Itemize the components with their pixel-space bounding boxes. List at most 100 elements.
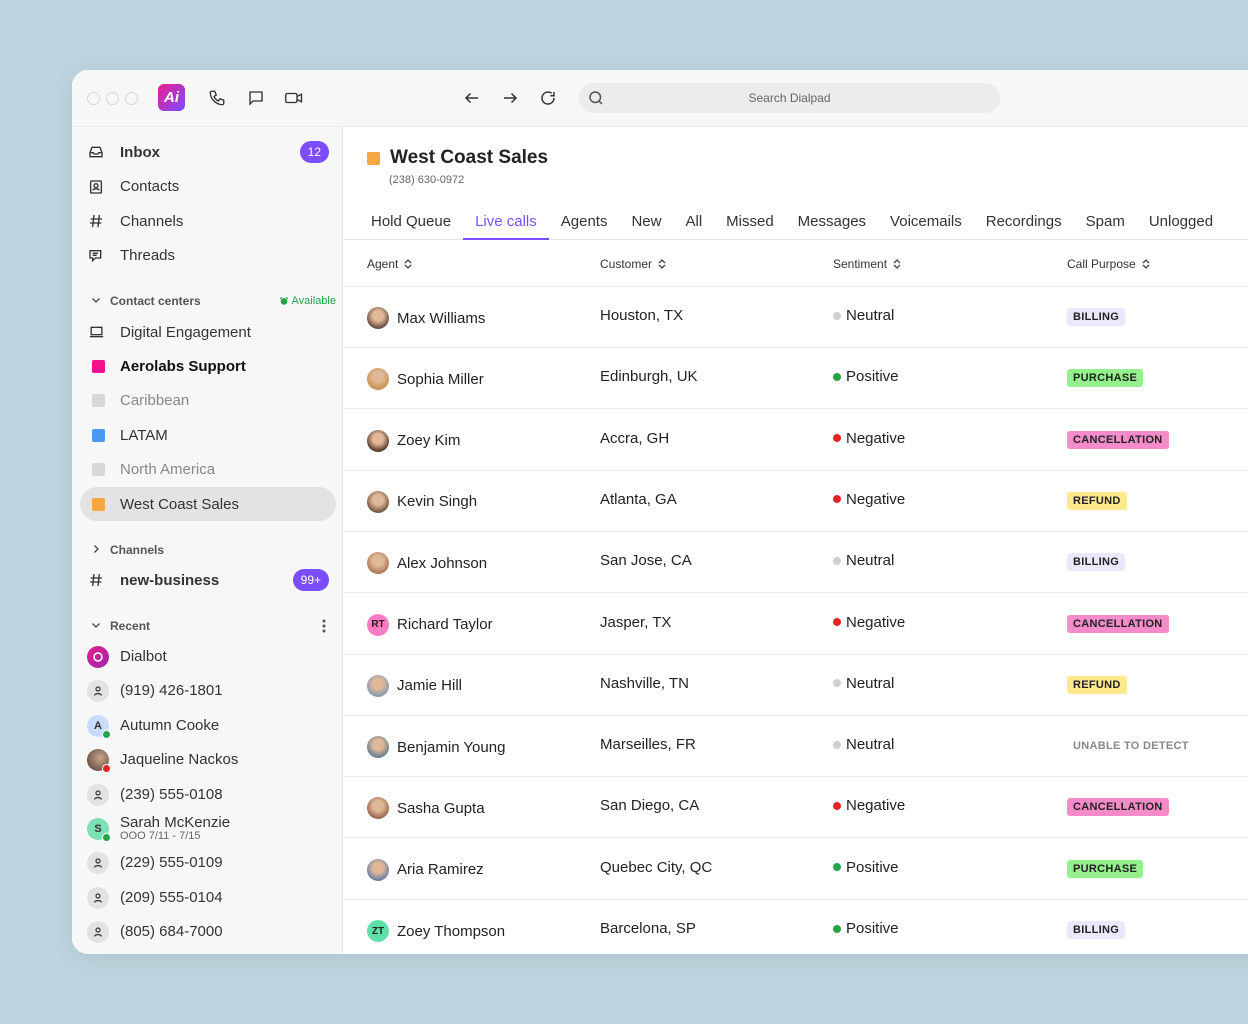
channels-header[interactable]: Channels <box>80 540 336 560</box>
purpose-badge: CANCELLATION <box>1067 430 1169 449</box>
recent-item[interactable]: Jaqueline Nackos <box>80 743 336 777</box>
recent-item[interactable]: Dialbot <box>80 640 336 674</box>
column-label: Agent <box>367 257 399 271</box>
chat-icon[interactable] <box>245 87 267 109</box>
color-square <box>92 359 105 373</box>
forward-arrow-icon[interactable] <box>499 87 521 109</box>
recent-label-group: Dialbot <box>120 649 167 664</box>
table-row[interactable]: RT Richard Taylor Jasper, TX Negative CANCEL… <box>344 594 1248 655</box>
tab-unlogged[interactable]: Unlogged <box>1148 213 1214 230</box>
recent-item[interactable]: (229) 555-0109 <box>80 846 336 880</box>
sidebar-item-channels[interactable]: Channels <box>80 204 336 238</box>
table-row[interactable]: ZT Zoey Thompson Barcelona, SP Positive BILL… <box>344 900 1248 954</box>
table-row[interactable]: Sophia Miller Edinburgh, UK Positive PURCHA… <box>344 348 1248 410</box>
sentiment-dot-icon <box>833 801 841 810</box>
customer-location: Atlanta, GA <box>600 490 677 508</box>
tab-new[interactable]: New <box>631 213 662 230</box>
table-row[interactable]: Alex Johnson San Jose, CA Neutral BILLING <box>344 532 1248 594</box>
recent-item[interactable]: (805) 684-7000 <box>80 915 336 949</box>
recent-item[interactable]: S Sarah McKenzie OOO 7/11 - 7/15 <box>80 812 336 846</box>
back-arrow-icon[interactable] <box>461 87 483 109</box>
sentiment-dot-icon <box>833 372 841 381</box>
inbox-icon <box>88 144 118 160</box>
table-row[interactable]: Zoey Kim Accra, GH Negative CANCELLATION <box>344 410 1248 471</box>
phone-icon[interactable] <box>206 87 228 109</box>
tab-spam[interactable]: Spam <box>1085 213 1125 230</box>
column-header-sentiment[interactable]: Sentiment <box>833 257 901 271</box>
search-input[interactable]: Search Dialpad <box>579 83 1000 113</box>
contact-centers-header[interactable]: Contact centers Available <box>80 291 336 311</box>
contact-center-item[interactable]: Aerolabs Support <box>80 349 336 383</box>
agent-name: Kevin Singh <box>397 493 478 511</box>
recent-item[interactable]: (209) 555-0104 <box>80 881 336 915</box>
tab-messages[interactable]: Messages <box>797 213 867 230</box>
refresh-icon[interactable] <box>537 87 559 109</box>
tab-missed[interactable]: Missed <box>726 213 774 230</box>
contact-center-item[interactable]: LATAM <box>80 418 336 452</box>
recent-label-group: Jaqueline Nackos <box>120 752 238 767</box>
sidebar-item-contacts[interactable]: Contacts <box>80 170 336 204</box>
sentiment-dot-icon <box>833 618 841 626</box>
purpose-cell: CANCELLATION <box>1067 798 1169 817</box>
contact-center-item[interactable]: Digital Engagement <box>80 315 336 349</box>
column-header-agent[interactable]: Agent <box>367 257 412 271</box>
agent-avatar <box>367 797 389 820</box>
sidebar-item-threads[interactable]: Threads <box>80 239 336 273</box>
tab-all[interactable]: All <box>685 213 703 230</box>
recent-label-group: (239) 555-0108 <box>120 787 223 802</box>
agent-name: Max Williams <box>397 309 486 327</box>
avatar-initials: RT <box>371 619 385 630</box>
purpose-badge: REFUND <box>1067 491 1127 510</box>
presence-indicator <box>102 833 111 842</box>
avatar-initials: ZT <box>371 925 385 937</box>
recent-header[interactable]: Recent <box>80 616 336 636</box>
table-row[interactable]: Benjamin Young Marseilles, FR Neutral UNABL… <box>344 716 1248 778</box>
agent-cell: Jamie Hill <box>367 674 462 697</box>
sentiment-dot-icon <box>833 924 841 933</box>
app-logo[interactable]: Ai <box>158 84 185 111</box>
tab-voicemails[interactable]: Voicemails <box>890 213 962 230</box>
tab-agents[interactable]: Agents <box>560 213 608 230</box>
agent-cell: Alex Johnson <box>367 552 488 575</box>
agent-name: Alex Johnson <box>397 554 488 572</box>
contact-center-item[interactable]: West Coast Sales <box>80 487 336 521</box>
window-controls[interactable] <box>87 92 138 105</box>
tab-recordings[interactable]: Recordings <box>985 213 1062 230</box>
presence-indicator <box>102 729 111 739</box>
tab-hold-queue[interactable]: Hold Queue <box>371 213 452 230</box>
channel-item-new-business[interactable]: new-business 99+ <box>80 563 336 597</box>
column-header-customer[interactable]: Customer <box>600 257 666 271</box>
purpose-cell: CANCELLATION <box>1067 430 1169 449</box>
sidebar-item-inbox[interactable]: Inbox 12 <box>80 135 336 169</box>
more-options-icon[interactable] <box>322 619 326 633</box>
table-row[interactable]: Max Williams Houston, TX Neutral BILLING <box>344 287 1248 348</box>
channel-label: new-business <box>120 571 220 589</box>
recent-item[interactable]: A Autumn Cooke <box>80 709 336 743</box>
column-label: Call Purpose <box>1067 257 1136 271</box>
video-icon[interactable] <box>283 87 305 109</box>
color-swatch-icon <box>88 497 118 511</box>
recent-label: (209) 555-0104 <box>120 888 223 906</box>
sentiment-label: Negative <box>846 490 906 508</box>
tab-live-calls[interactable]: Live calls <box>463 210 549 240</box>
avatar <box>87 921 118 944</box>
table-row[interactable]: Aria Ramirez Quebec City, QC Positive PURCH… <box>344 839 1248 900</box>
avatar <box>87 886 118 909</box>
recent-label-group: (919) 426-1801 <box>120 683 223 698</box>
availability-status[interactable]: Available <box>279 295 336 307</box>
purpose-cell: PURCHASE <box>1067 859 1144 878</box>
recent-label: (229) 555-0109 <box>120 854 223 872</box>
column-header-call-purpose[interactable]: Call Purpose <box>1067 257 1150 271</box>
contact-center-item[interactable]: Caribbean <box>80 384 336 418</box>
table-row[interactable]: Jamie Hill Nashville, TN Neutral REFUND <box>344 655 1248 716</box>
recent-item[interactable]: (239) 555-0108 <box>80 778 336 812</box>
sentiment-cell: Negative <box>833 430 905 447</box>
table-row[interactable]: Sasha Gupta San Diego, CA Negative CANCELLA… <box>344 777 1248 839</box>
table-row[interactable]: Kevin Singh Atlanta, GA Negative REFUND <box>344 471 1248 532</box>
sort-icon <box>1142 259 1150 269</box>
queue-color-swatch <box>367 151 380 165</box>
contact-center-item[interactable]: North America <box>80 453 336 487</box>
recent-item[interactable]: (919) 426-1801 <box>80 674 336 708</box>
laptop-icon <box>88 324 118 340</box>
agent-cell: Zoey Kim <box>367 429 460 452</box>
